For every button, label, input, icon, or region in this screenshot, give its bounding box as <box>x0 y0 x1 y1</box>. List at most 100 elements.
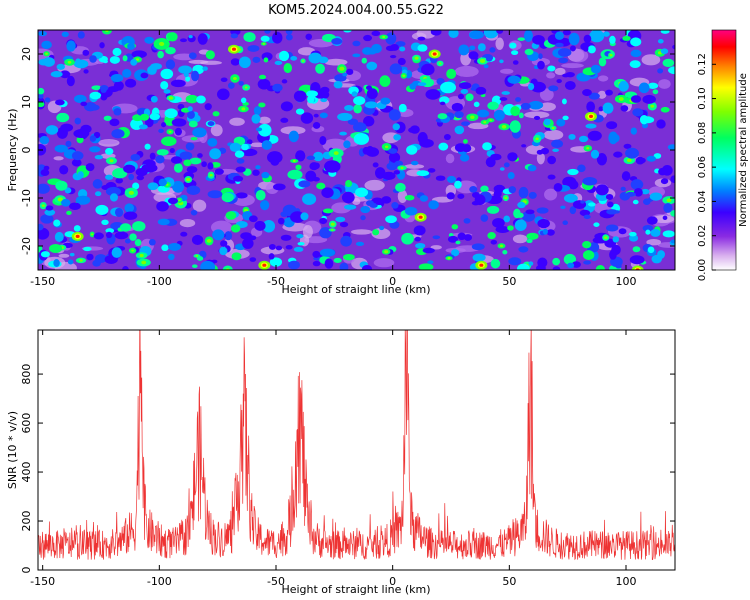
heatmap-cell <box>187 110 195 119</box>
heatmap-cell <box>392 123 400 131</box>
heatmap-cell <box>642 224 654 232</box>
heatmap-cell <box>543 118 551 126</box>
heatmap-cell <box>521 144 527 148</box>
heatmap-y-tick-label: 0 <box>20 147 33 154</box>
heatmap-cell <box>263 57 269 63</box>
heatmap-cell <box>85 163 95 172</box>
heatmap-cell <box>415 242 426 249</box>
heatmap-cell <box>480 185 489 193</box>
heatmap-cell <box>66 40 76 52</box>
heatmap-cell <box>657 68 664 74</box>
heatmap-cell <box>629 60 641 69</box>
snr-x-tick-label: -150 <box>30 575 55 588</box>
heatmap-cell <box>101 30 112 35</box>
heatmap-cell <box>625 191 636 197</box>
heatmap-x-tick-label: 0 <box>389 275 396 288</box>
heatmap-cell <box>312 122 321 129</box>
heatmap-patch <box>53 156 64 161</box>
heatmap-cell <box>79 258 83 262</box>
heatmap-cell <box>196 95 206 104</box>
heatmap-cell <box>249 235 257 241</box>
heatmap-cell <box>538 53 543 60</box>
heatmap-cell <box>114 207 124 218</box>
heatmap-cell <box>580 200 585 204</box>
heatmap-cell <box>562 115 569 121</box>
heatmap-cell <box>623 143 632 149</box>
heatmap-x-tick-label: -150 <box>30 275 55 288</box>
heatmap-cell <box>422 247 435 254</box>
snr-x-tick-label: 100 <box>616 575 637 588</box>
heatmap-cell <box>149 152 156 160</box>
heatmap-cell <box>630 127 638 135</box>
heatmap-cell <box>417 132 428 144</box>
heatmap-cell <box>653 153 662 159</box>
heatmap-cell <box>95 254 107 263</box>
heatmap-cell <box>196 256 204 261</box>
heatmap-cell <box>231 252 242 261</box>
heatmap-cell <box>389 63 403 75</box>
heatmap-cell <box>266 151 283 164</box>
heatmap-cell <box>390 44 399 51</box>
heatmap-cell <box>73 129 90 139</box>
heatmap-cell <box>471 201 480 206</box>
heatmap-y-axis-label: Frequency (Hz) <box>6 109 19 192</box>
heatmap-cell <box>54 231 64 243</box>
snr-x-axis-label: Height of straight line (km) <box>281 583 430 596</box>
heatmap-cell <box>518 186 529 199</box>
heatmap-cell <box>247 45 260 52</box>
heatmap-cell <box>103 59 108 64</box>
heatmap-patch <box>524 111 550 119</box>
heatmap-cell <box>603 236 608 239</box>
heatmap-cell <box>77 31 85 39</box>
heatmap-cell <box>220 240 228 247</box>
heatmap-cell <box>66 210 72 216</box>
heatmap-cell <box>607 201 614 208</box>
heatmap-cell <box>602 102 614 114</box>
heatmap-cell <box>295 150 306 162</box>
heatmap-cell <box>632 246 641 253</box>
heatmap-cell <box>80 101 88 107</box>
heatmap-cell <box>319 217 328 225</box>
heatmap-cell <box>246 139 253 145</box>
heatmap-cell <box>309 162 319 171</box>
heatmap-cell <box>457 193 465 199</box>
heatmap-patch <box>597 90 607 99</box>
heatmap-cell <box>632 108 644 117</box>
heatmap-cell <box>167 32 178 42</box>
heatmap-cell <box>337 112 353 121</box>
heatmap-cell <box>234 150 245 158</box>
heatmap-cell <box>220 77 228 83</box>
heatmap-cell <box>141 260 147 265</box>
heatmap-patch <box>500 68 514 74</box>
heatmap-cell <box>221 192 234 203</box>
heatmap-cell <box>537 218 550 229</box>
heatmap-cell <box>99 42 105 49</box>
heatmap-cell <box>353 96 366 106</box>
heatmap-patch <box>658 79 671 89</box>
heatmap-cell <box>157 50 164 59</box>
snr-x-tick-label: -50 <box>267 575 285 588</box>
heatmap-cell <box>125 78 137 88</box>
heatmap-cell <box>548 85 559 92</box>
heatmap-cell <box>164 108 178 119</box>
heatmap-patch <box>512 234 528 244</box>
heatmap-cell <box>389 55 397 59</box>
heatmap-cell <box>109 193 118 202</box>
heatmap-cell <box>111 247 122 258</box>
heatmap-cell <box>156 201 169 212</box>
heatmap-cell <box>554 31 564 40</box>
heatmap-cell <box>169 148 175 154</box>
heatmap-cell <box>168 253 175 261</box>
heatmap-cell <box>628 231 637 237</box>
heatmap-cell <box>158 128 164 134</box>
heatmap-cell <box>253 106 262 116</box>
heatmap-cell <box>656 119 666 129</box>
heatmap-cell <box>515 97 522 102</box>
heatmap-cell <box>316 182 326 190</box>
heatmap-y-tick-label: 20 <box>20 47 33 61</box>
heatmap-cell <box>264 30 271 34</box>
heatmap-cell <box>170 156 183 164</box>
heatmap-cell <box>262 219 276 233</box>
heatmap-cell <box>191 234 204 246</box>
heatmap-cell <box>384 145 389 149</box>
